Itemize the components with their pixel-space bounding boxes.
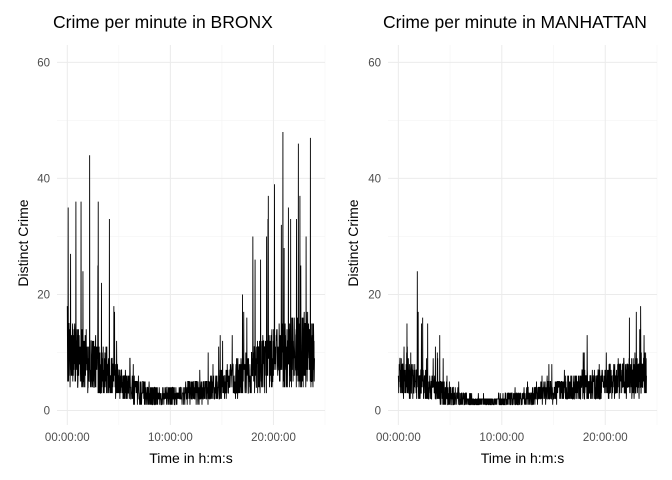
y-axis-title: Distinct Crime [345, 199, 361, 286]
gridlines [388, 45, 658, 425]
y-tick-label: 60 [368, 57, 381, 69]
x-tick-label: 00:00:00 [376, 432, 421, 444]
y-tick-label: 0 [44, 405, 50, 417]
y-tick-label: 0 [375, 405, 381, 417]
y-tick-label: 40 [37, 173, 50, 185]
y-axis-title: Distinct Crime [15, 199, 31, 286]
chart-title: Crime per minute in MANHATTAN [383, 12, 647, 32]
y-tick-label: 20 [37, 289, 50, 301]
series-line [66, 132, 315, 406]
chart-title: Crime per minute in BRONX [53, 12, 273, 32]
x-axis-title: Time in h:m:s [481, 450, 565, 466]
x-tick-label: 10:00:00 [148, 432, 193, 444]
y-tick-label: 60 [37, 57, 50, 69]
x-tick-label: 20:00:00 [251, 432, 296, 444]
y-tick-label: 20 [368, 289, 381, 301]
chart-panel-1: Crime per minute in BRONX Distinct Crime T… [15, 12, 326, 466]
series-line [397, 271, 647, 406]
chart-panel-2: Crime per minute in MANHATTAN Distinct Cr… [345, 12, 658, 466]
x-axis-title: Time in h:m:s [149, 450, 233, 466]
x-tick-label: 20:00:00 [583, 432, 628, 444]
y-tick-label: 40 [368, 173, 381, 185]
x-tick-label: 00:00:00 [45, 432, 90, 444]
x-tick-label: 10:00:00 [479, 432, 524, 444]
